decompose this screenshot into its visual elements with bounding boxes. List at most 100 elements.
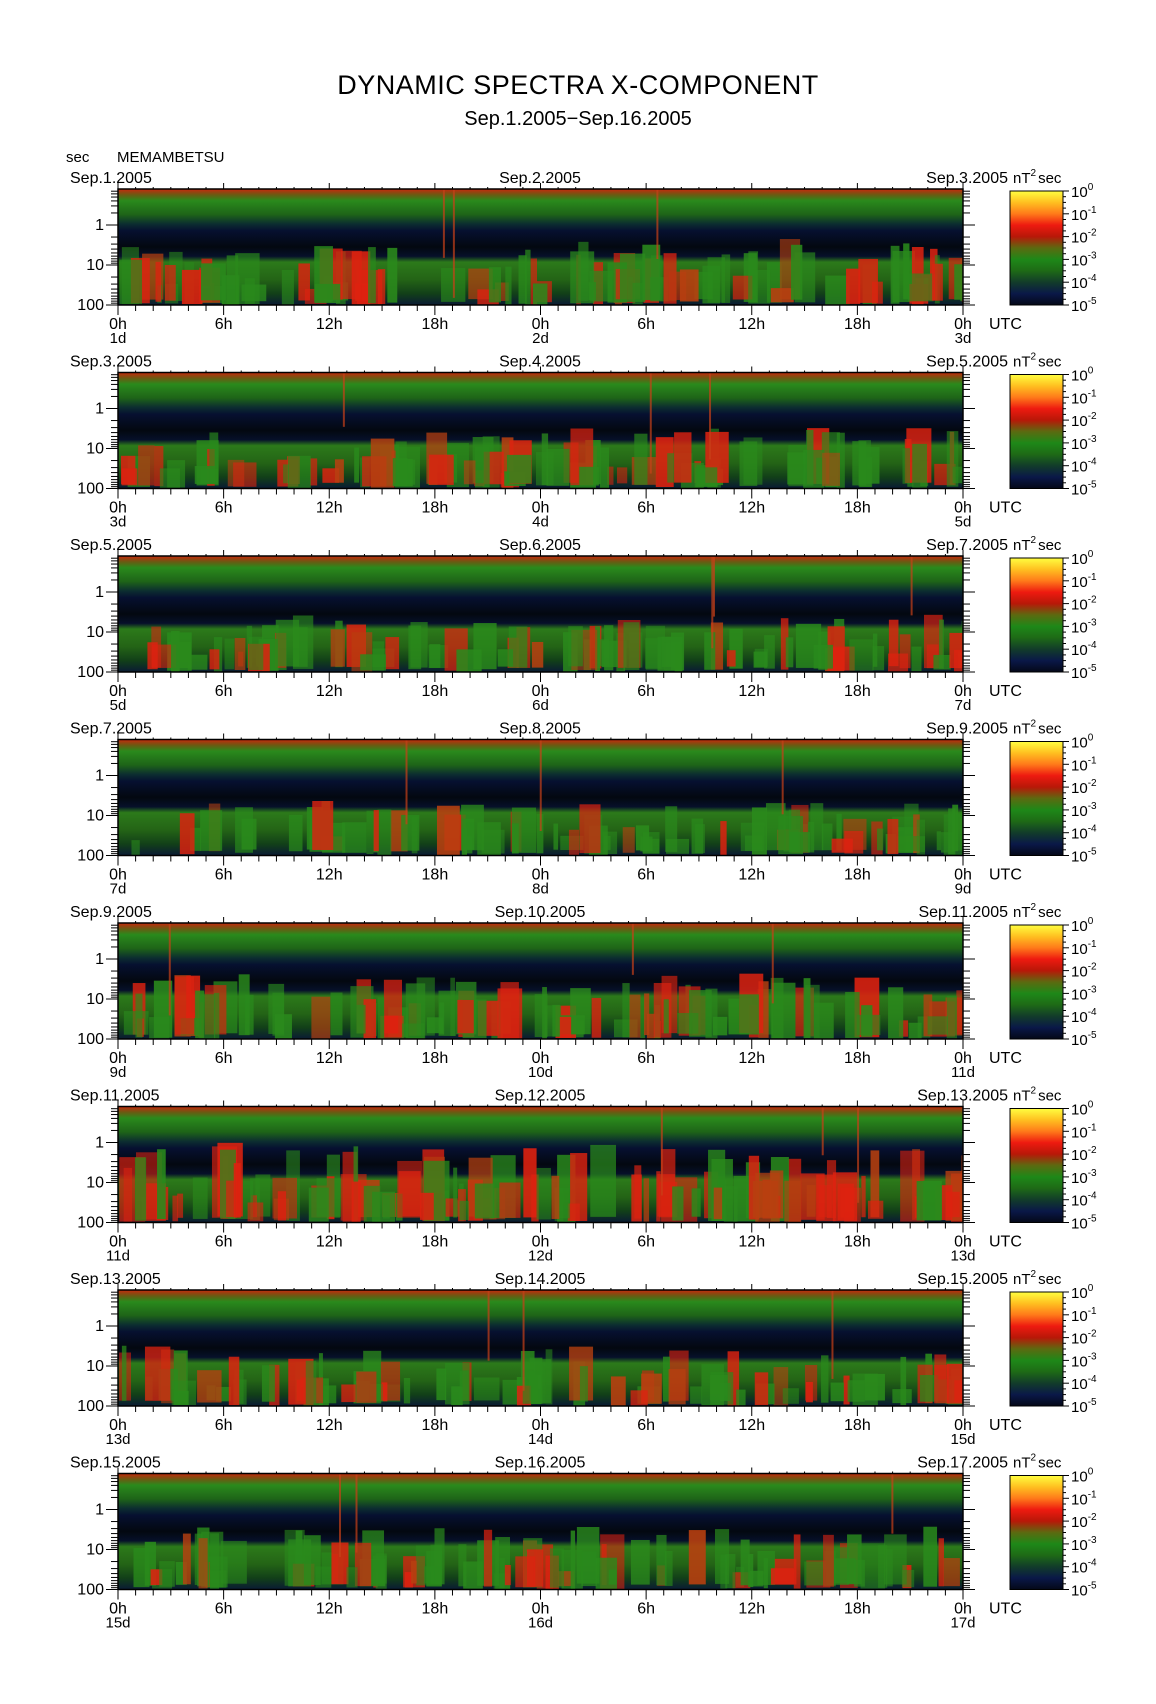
colorbar-tick-label: 10-5 xyxy=(1071,296,1097,315)
colorbar-unit-suffix: sec xyxy=(1038,721,1062,738)
colorbar-exponent: -2 xyxy=(1088,778,1097,789)
y-tick-label: 10 xyxy=(86,808,104,825)
colorbar-exponent: -1 xyxy=(1088,1306,1097,1317)
spectral-power-blob xyxy=(623,622,640,671)
day-label: 3d xyxy=(110,514,127,531)
colorbar-tick-label: 10-2 xyxy=(1071,411,1097,430)
x-tick-label: 18h xyxy=(422,316,449,333)
spectral-power-blob xyxy=(228,1356,240,1406)
x-tick-label: 12h xyxy=(738,1601,765,1618)
spectral-power-blob xyxy=(672,1186,684,1221)
panel-date-left: Sep.11.2005 xyxy=(70,1088,160,1105)
spectral-power-blob xyxy=(836,813,842,851)
spectral-power-blob xyxy=(380,1361,401,1401)
colorbar xyxy=(1009,741,1064,856)
spectral-power-blob xyxy=(956,990,963,1035)
spectral-power-blob xyxy=(927,1016,948,1035)
x-tick-label: 12h xyxy=(738,316,765,333)
spectral-power-blob xyxy=(567,1203,580,1221)
x-tick-label: 0h xyxy=(109,1050,127,1067)
x-tick-label: 12h xyxy=(738,1234,765,1251)
x-unit-label: UTC xyxy=(989,1234,1022,1251)
panel-date-mid: Sep.12.2005 xyxy=(495,1088,586,1105)
colorbar-exponent: -2 xyxy=(1088,962,1097,973)
spectral-burst xyxy=(487,1290,490,1361)
colorbar-tick-label: 10-3 xyxy=(1071,1168,1097,1187)
spectral-power-blob xyxy=(591,997,602,1038)
colorbar-tick-label: 10-5 xyxy=(1071,1214,1097,1233)
colorbar-exponent: -5 xyxy=(1088,1581,1097,1592)
colorbar-exponent: 0 xyxy=(1088,1467,1094,1478)
spectral-power-blob xyxy=(949,632,963,669)
colorbar-exponent: -1 xyxy=(1088,755,1097,766)
colorbar-tick-label: 10-1 xyxy=(1071,939,1097,958)
colorbar-base: 10 xyxy=(1071,757,1088,774)
spectral-power-blob xyxy=(172,1195,179,1222)
spectral-power-blob xyxy=(518,255,527,304)
spectral-power-blob xyxy=(630,1539,650,1585)
spectral-power-blob xyxy=(174,976,195,1035)
spectral-power-blob xyxy=(755,1172,780,1223)
spectral-power-blob xyxy=(406,459,416,485)
day-label: 10d xyxy=(528,1064,553,1081)
spectral-power-blob xyxy=(788,444,807,487)
colorbar-exponent: 0 xyxy=(1088,916,1094,927)
spectral-power-blob xyxy=(640,997,645,1039)
spectral-power-blob xyxy=(642,832,660,854)
colorbar-base: 10 xyxy=(1071,1583,1088,1600)
x-tick-label: 12h xyxy=(316,683,343,700)
x-tick-label: 6h xyxy=(215,500,233,517)
colorbar-base: 10 xyxy=(1071,597,1088,614)
y-tick-label: 1 xyxy=(95,768,104,785)
colorbar-tick-label: 10-3 xyxy=(1071,434,1097,453)
spectral-burst xyxy=(831,1290,834,1379)
spectral-power-blob xyxy=(871,821,883,855)
spectral-power-blob xyxy=(404,1572,413,1588)
colorbar-tick-label: 10-5 xyxy=(1071,847,1097,866)
spectral-power-blob xyxy=(805,984,820,1038)
spectral-power-blob xyxy=(549,1548,565,1588)
spectral-power-blob xyxy=(366,810,374,855)
day-label: 2d xyxy=(532,330,549,347)
spectral-power-blob xyxy=(536,813,544,854)
day-label: 4d xyxy=(532,514,549,531)
spectral-power-blob xyxy=(656,1534,667,1586)
x-tick-label: 18h xyxy=(844,867,871,884)
spectral-power-blob xyxy=(674,432,692,483)
colorbar-base: 10 xyxy=(1071,964,1088,981)
spectral-power-blob xyxy=(916,819,926,855)
spectral-power-blob xyxy=(739,994,759,1035)
x-tick-label: 0h xyxy=(532,1050,550,1067)
spectral-power-blob xyxy=(356,1371,377,1403)
spectral-power-blob xyxy=(934,1364,949,1404)
colorbar-exponent: 0 xyxy=(1088,366,1094,377)
x-unit-label: UTC xyxy=(989,683,1022,700)
colorbar-base: 10 xyxy=(1071,918,1088,935)
colorbar-tick-label: 100 xyxy=(1071,366,1094,385)
spectral-power-blob xyxy=(843,1375,850,1405)
x-tick-label: 0h xyxy=(954,1601,972,1618)
spectral-power-blob xyxy=(713,1187,723,1220)
spectral-power-blob xyxy=(181,269,203,305)
colorbar-base: 10 xyxy=(1071,986,1088,1003)
colorbar-exponent: -5 xyxy=(1088,847,1097,858)
spectral-power-blob xyxy=(607,466,614,485)
x-tick-label: 6h xyxy=(215,1234,233,1251)
spectral-power-blob xyxy=(758,981,769,1038)
panel-date-right: Sep.17.2005 xyxy=(917,1455,1008,1472)
spectral-power-blob xyxy=(144,1346,171,1401)
colorbar xyxy=(1009,374,1064,489)
y-tick-label: 100 xyxy=(77,1398,104,1415)
colorbar-tick-label: 10-5 xyxy=(1071,663,1097,682)
spectral-power-blob xyxy=(870,1150,880,1218)
spectral-power-blob xyxy=(551,1175,560,1219)
spectral-power-blob xyxy=(602,831,618,855)
colorbar xyxy=(1009,190,1064,306)
colorbar-unit: nT2 sec xyxy=(1013,352,1062,371)
colorbar-tick-label: 10-2 xyxy=(1071,1329,1097,1348)
colorbar-tick-label: 10-4 xyxy=(1071,640,1097,659)
spectral-burst xyxy=(539,739,542,831)
spectral-power-blob xyxy=(131,840,140,856)
spectral-power-blob xyxy=(823,1534,834,1587)
